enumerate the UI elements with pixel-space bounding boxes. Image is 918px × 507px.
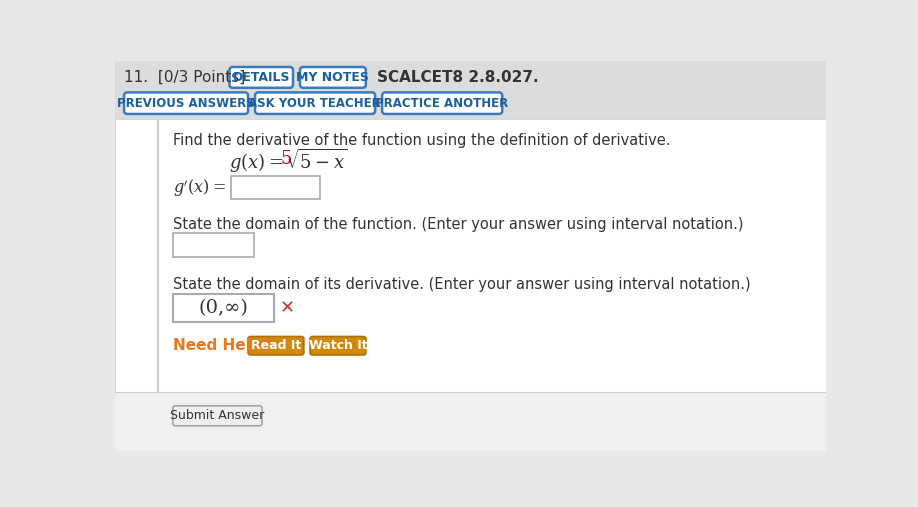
Bar <box>173 233 254 257</box>
Text: ASK YOUR TEACHER: ASK YOUR TEACHER <box>249 97 381 110</box>
Text: Find the derivative of the function using the definition of derivative.: Find the derivative of the function usin… <box>173 133 670 148</box>
Bar <box>115 119 826 451</box>
FancyBboxPatch shape <box>255 92 375 114</box>
Bar <box>115 392 826 451</box>
Text: (0,∞): (0,∞) <box>198 299 248 317</box>
Text: Read It: Read It <box>251 339 301 352</box>
FancyBboxPatch shape <box>382 92 502 114</box>
FancyBboxPatch shape <box>230 67 293 88</box>
Text: State the domain of the function. (Enter your answer using interval notation.): State the domain of the function. (Enter… <box>173 218 744 232</box>
Text: Submit Answer: Submit Answer <box>170 409 264 422</box>
Bar <box>173 294 274 322</box>
Text: State the domain of its derivative. (Enter your answer using interval notation.): State the domain of its derivative. (Ent… <box>173 277 751 292</box>
Text: PREVIOUS ANSWERS: PREVIOUS ANSWERS <box>118 97 255 110</box>
FancyBboxPatch shape <box>300 67 366 88</box>
FancyBboxPatch shape <box>173 406 262 426</box>
Text: Need Help?: Need Help? <box>173 338 271 353</box>
Text: PRACTICE ANOTHER: PRACTICE ANOTHER <box>375 97 509 110</box>
FancyBboxPatch shape <box>124 92 248 114</box>
FancyBboxPatch shape <box>310 337 366 355</box>
FancyBboxPatch shape <box>248 337 304 355</box>
Text: MY NOTES: MY NOTES <box>297 71 369 84</box>
Text: SCALCET8 2.8.027.: SCALCET8 2.8.027. <box>376 70 538 85</box>
Text: $g'(x) =$: $g'(x) =$ <box>173 177 226 199</box>
Bar <box>115 61 826 119</box>
Bar <box>157 119 159 419</box>
Text: ✕: ✕ <box>279 299 295 317</box>
Text: 11.  [0/3 Points]: 11. [0/3 Points] <box>124 70 245 85</box>
Text: $g(x) = \sqrt{\mathit{5-x}}$: $g(x) = \sqrt{\mathit{5-x}}$ <box>230 147 348 175</box>
Bar <box>231 176 320 199</box>
Text: $\mathit{5}$: $\mathit{5}$ <box>280 151 292 168</box>
Text: Watch It: Watch It <box>308 339 367 352</box>
Text: DETAILS: DETAILS <box>232 71 290 84</box>
